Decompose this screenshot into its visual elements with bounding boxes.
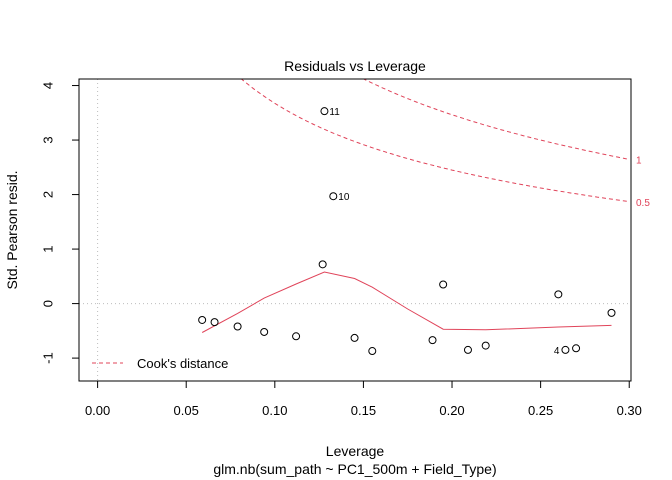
point-label-4: 4 <box>554 346 560 357</box>
chart-title: Residuals vs Leverage <box>284 58 426 74</box>
x-tick-label: 0.25 <box>528 403 553 418</box>
data-point <box>210 318 219 327</box>
y-tick-label: 3 <box>40 136 55 143</box>
y-tick-label: 4 <box>40 82 55 89</box>
point-label-11: 11 <box>329 107 340 118</box>
y-axis-title: Std. Pearson resid. <box>4 170 20 289</box>
data-point <box>260 327 269 336</box>
data-point <box>463 345 472 354</box>
data-point <box>318 260 327 269</box>
data-point <box>329 192 338 201</box>
data-point <box>350 333 359 342</box>
data-point <box>439 280 448 289</box>
y-tick-label: 1 <box>40 245 55 252</box>
y-axis: -1 0 1 2 3 4 <box>40 82 80 364</box>
data-point <box>481 341 490 350</box>
plot-frame <box>78 78 632 382</box>
smoother-line <box>201 271 612 333</box>
cooks-distance-contours <box>240 79 630 203</box>
x-tick-label: 0.10 <box>262 403 287 418</box>
x-tick-label: 0.20 <box>439 403 464 418</box>
x-tick-label: 0.30 <box>617 403 642 418</box>
y-tick-label: -1 <box>40 352 55 364</box>
legend-cooks-distance-label: Cook's distance <box>137 356 228 371</box>
data-point <box>554 290 563 299</box>
x-tick-label: 0.15 <box>351 403 376 418</box>
y-tick-label: 0 <box>40 300 55 307</box>
reference-lines <box>79 79 631 381</box>
data-point <box>607 308 616 317</box>
cooks-distance-curve-0-5 <box>240 79 630 203</box>
x-tick-label: 0.00 <box>85 403 110 418</box>
cooks-distance-label-1: 1 <box>636 156 642 167</box>
data-point <box>561 345 570 354</box>
data-point <box>320 107 329 116</box>
data-point <box>368 347 377 356</box>
legend: Cook's distance <box>92 356 228 371</box>
x-axis: 0.00 0.05 0.10 0.15 0.20 0.25 0.30 <box>85 380 642 418</box>
data-point <box>233 322 242 331</box>
cooks-distance-label-0-5: 0.5 <box>636 198 650 209</box>
data-point <box>292 332 301 341</box>
data-point <box>572 344 581 353</box>
smoother-line-group <box>201 271 612 333</box>
cooks-distance-curve-1 <box>362 79 630 160</box>
data-point <box>198 315 207 324</box>
x-axis-title: Leverage <box>326 443 385 459</box>
model-formula-subtitle: glm.nb(sum_path ~ PC1_500m + Field_Type) <box>213 461 496 477</box>
point-label-10: 10 <box>338 192 350 203</box>
cooks-distance-level-labels: 0.51 <box>636 156 650 209</box>
x-tick-label: 0.05 <box>174 403 199 418</box>
residual-points: 11 10 4 <box>198 107 616 357</box>
y-tick-label: 2 <box>40 191 55 198</box>
data-point <box>428 336 437 345</box>
